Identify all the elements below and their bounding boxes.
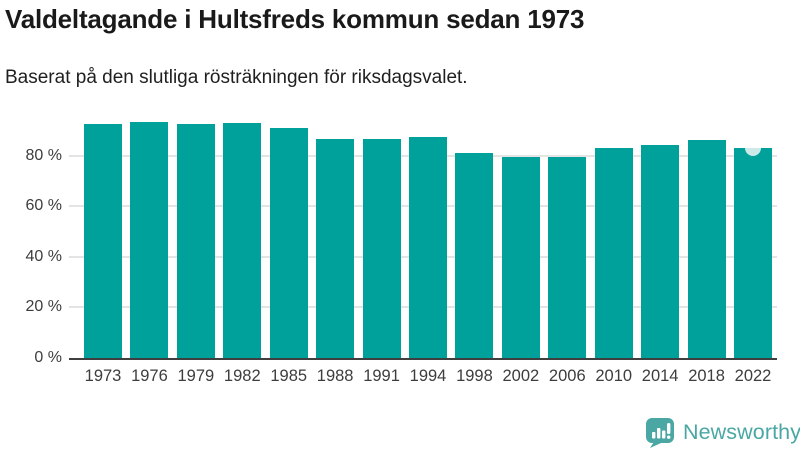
bar-2006 <box>548 157 587 358</box>
newsworthy-logo-text: Newsworthy <box>683 419 800 444</box>
bar-2018 <box>687 139 726 358</box>
bar-1973 <box>84 123 122 358</box>
x-tick-label-2002: 2002 <box>502 367 540 385</box>
x-tick-label-2014: 2014 <box>641 367 679 385</box>
bar-series <box>84 105 772 358</box>
y-axis-tick-labels: 0 % 20 % 40 % 60 % 80 % <box>0 105 62 366</box>
bar-1979 <box>176 123 215 358</box>
y-tick-label-40: 40 % <box>25 247 62 265</box>
x-tick-label-2018: 2018 <box>688 367 725 385</box>
bar-1998 <box>455 152 494 358</box>
x-tick-label-1994: 1994 <box>409 367 447 385</box>
y-tick-label-80: 80 % <box>25 146 62 164</box>
x-tick-label-1998: 1998 <box>456 367 493 385</box>
bar-1988 <box>316 138 355 358</box>
bar-2022 <box>734 148 772 358</box>
x-axis-tick-labels: 1973 1976 1979 1982 1985 1988 1991 1994 1998 2002… <box>84 367 772 391</box>
bar-2002 <box>501 157 540 358</box>
y-tick-label-60: 60 % <box>25 197 62 215</box>
bar-1976 <box>130 122 169 358</box>
bar-2010 <box>594 148 633 358</box>
bar-1982 <box>223 122 262 358</box>
x-tick-label-1979: 1979 <box>177 367 215 385</box>
chart-subtitle: Baserat på den slutliga rösträkningen fö… <box>5 67 468 88</box>
latest-value-notch <box>745 148 761 157</box>
x-tick-label-2006: 2006 <box>548 367 586 385</box>
newsworthy-logo: Newsworthy <box>644 416 800 448</box>
x-tick-label-1982: 1982 <box>223 367 261 385</box>
bar-1991 <box>362 138 401 358</box>
x-tick-label-1985: 1985 <box>270 367 308 385</box>
plot-area <box>69 105 777 360</box>
newsworthy-logo-icon <box>646 418 674 448</box>
bar-1994 <box>409 136 447 358</box>
chart-title: Valdeltagande i Hultsfreds kommun sedan … <box>5 4 585 34</box>
x-tick-label-1988: 1988 <box>316 367 354 385</box>
x-tick-label-1991: 1991 <box>363 367 400 385</box>
x-tick-label-1973: 1973 <box>84 367 122 385</box>
x-tick-label-2022: 2022 <box>734 367 772 385</box>
bar-1985 <box>269 128 308 358</box>
bar-2014 <box>641 144 680 358</box>
y-tick-label-20: 20 % <box>25 298 62 316</box>
x-tick-label-1976: 1976 <box>131 367 168 385</box>
x-tick-label-2010: 2010 <box>595 367 633 385</box>
y-tick-label-0: 0 % <box>34 349 62 366</box>
